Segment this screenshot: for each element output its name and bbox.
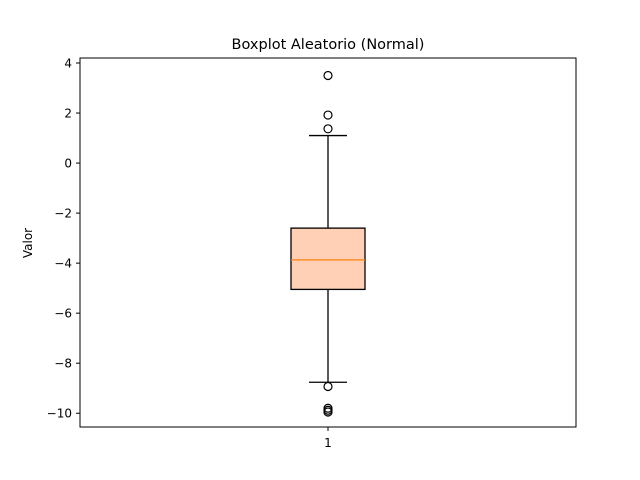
y-tick-label: −4: [54, 257, 72, 271]
chart-title: Boxplot Aleatorio (Normal): [232, 37, 425, 53]
y-tick-label: −8: [54, 357, 72, 371]
y-tick-label: 0: [64, 157, 72, 171]
x-tick-label: 1: [324, 436, 332, 450]
iqr-box: [290, 227, 366, 291]
outlier-point: [323, 124, 333, 134]
y-axis-label: Valor: [21, 228, 35, 258]
y-tick-label: −10: [47, 407, 72, 421]
y-tick-label: 2: [64, 107, 72, 121]
outlier-point: [323, 407, 333, 417]
outlier-point: [323, 381, 333, 392]
y-tick-label: −2: [54, 207, 72, 221]
y-tick-label: −6: [54, 307, 72, 321]
plot-frame: [79, 57, 577, 428]
plot-area: 4 2 0 −2 −4 −6 −8 −10 1: [47, 57, 366, 450]
outlier-point: [323, 70, 333, 81]
y-tick-label: 4: [64, 57, 72, 71]
outlier-point: [323, 110, 333, 120]
